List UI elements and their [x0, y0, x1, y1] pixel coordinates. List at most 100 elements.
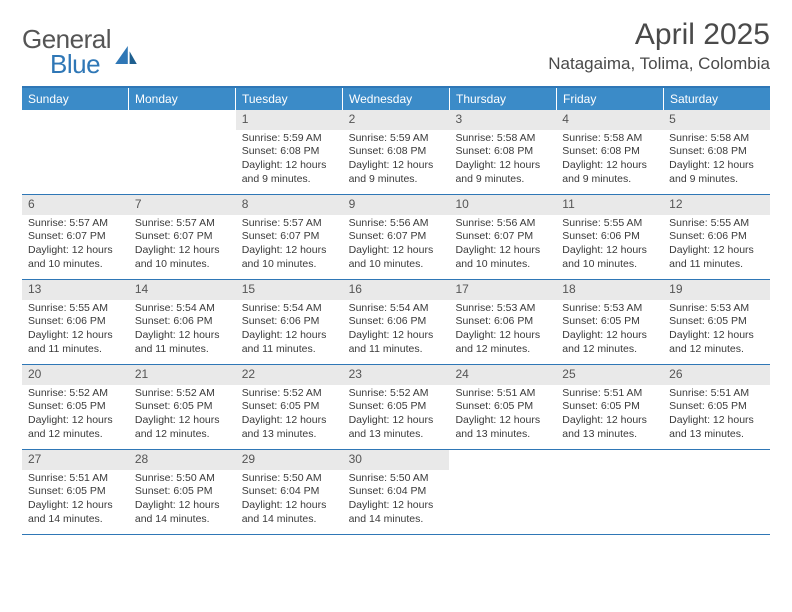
header: General Blue April 2025 Natagaima, Tolim…	[22, 18, 770, 80]
day-cell: 18Sunrise: 5:53 AMSunset: 6:05 PMDayligh…	[556, 280, 663, 364]
day-number: 18	[556, 280, 663, 300]
day-number: 4	[556, 110, 663, 130]
day-number: 23	[343, 365, 450, 385]
daylight-line: Daylight: 12 hours and 14 minutes.	[242, 499, 337, 526]
sunset-line: Sunset: 6:05 PM	[455, 400, 550, 414]
day-body: Sunrise: 5:55 AMSunset: 6:06 PMDaylight:…	[22, 300, 129, 361]
daylight-line: Daylight: 12 hours and 13 minutes.	[242, 414, 337, 441]
daylight-line: Daylight: 12 hours and 12 minutes.	[669, 329, 764, 356]
day-cell: 14Sunrise: 5:54 AMSunset: 6:06 PMDayligh…	[129, 280, 236, 364]
sunrise-line: Sunrise: 5:50 AM	[242, 472, 337, 486]
day-number: 29	[236, 450, 343, 470]
day-cell: 3Sunrise: 5:58 AMSunset: 6:08 PMDaylight…	[449, 110, 556, 194]
daylight-line: Daylight: 12 hours and 10 minutes.	[349, 244, 444, 271]
day-number: 1	[236, 110, 343, 130]
title-block: April 2025 Natagaima, Tolima, Colombia	[548, 18, 770, 74]
empty-cell	[663, 450, 770, 534]
day-body: Sunrise: 5:54 AMSunset: 6:06 PMDaylight:…	[129, 300, 236, 361]
daylight-line: Daylight: 12 hours and 13 minutes.	[669, 414, 764, 441]
day-number: 25	[556, 365, 663, 385]
day-cell: 17Sunrise: 5:53 AMSunset: 6:06 PMDayligh…	[449, 280, 556, 364]
day-cell: 28Sunrise: 5:50 AMSunset: 6:05 PMDayligh…	[129, 450, 236, 534]
day-cell: 24Sunrise: 5:51 AMSunset: 6:05 PMDayligh…	[449, 365, 556, 449]
sunrise-line: Sunrise: 5:57 AM	[242, 217, 337, 231]
weekday-header: Monday	[129, 88, 236, 110]
sunrise-line: Sunrise: 5:51 AM	[669, 387, 764, 401]
day-body: Sunrise: 5:51 AMSunset: 6:05 PMDaylight:…	[22, 470, 129, 531]
daylight-line: Daylight: 12 hours and 9 minutes.	[242, 159, 337, 186]
day-body: Sunrise: 5:55 AMSunset: 6:06 PMDaylight:…	[556, 215, 663, 276]
sunset-line: Sunset: 6:06 PM	[669, 230, 764, 244]
sunset-line: Sunset: 6:05 PM	[135, 485, 230, 499]
empty-cell	[22, 110, 129, 194]
sunset-line: Sunset: 6:05 PM	[562, 315, 657, 329]
sunset-line: Sunset: 6:05 PM	[28, 485, 123, 499]
day-cell: 15Sunrise: 5:54 AMSunset: 6:06 PMDayligh…	[236, 280, 343, 364]
week-row: 20Sunrise: 5:52 AMSunset: 6:05 PMDayligh…	[22, 365, 770, 450]
sunrise-line: Sunrise: 5:51 AM	[562, 387, 657, 401]
sunrise-line: Sunrise: 5:54 AM	[349, 302, 444, 316]
daylight-line: Daylight: 12 hours and 13 minutes.	[562, 414, 657, 441]
calendar: SundayMondayTuesdayWednesdayThursdayFrid…	[22, 86, 770, 535]
empty-cell	[129, 110, 236, 194]
day-number: 24	[449, 365, 556, 385]
sunset-line: Sunset: 6:04 PM	[242, 485, 337, 499]
day-body: Sunrise: 5:56 AMSunset: 6:07 PMDaylight:…	[343, 215, 450, 276]
day-cell: 4Sunrise: 5:58 AMSunset: 6:08 PMDaylight…	[556, 110, 663, 194]
day-cell: 5Sunrise: 5:58 AMSunset: 6:08 PMDaylight…	[663, 110, 770, 194]
sunrise-line: Sunrise: 5:58 AM	[562, 132, 657, 146]
day-body: Sunrise: 5:59 AMSunset: 6:08 PMDaylight:…	[343, 130, 450, 191]
sunrise-line: Sunrise: 5:59 AM	[242, 132, 337, 146]
sunset-line: Sunset: 6:07 PM	[455, 230, 550, 244]
day-body: Sunrise: 5:51 AMSunset: 6:05 PMDaylight:…	[663, 385, 770, 446]
day-body: Sunrise: 5:51 AMSunset: 6:05 PMDaylight:…	[449, 385, 556, 446]
sunset-line: Sunset: 6:07 PM	[242, 230, 337, 244]
day-number: 26	[663, 365, 770, 385]
day-body: Sunrise: 5:52 AMSunset: 6:05 PMDaylight:…	[343, 385, 450, 446]
day-body: Sunrise: 5:54 AMSunset: 6:06 PMDaylight:…	[343, 300, 450, 361]
day-body: Sunrise: 5:59 AMSunset: 6:08 PMDaylight:…	[236, 130, 343, 191]
brand-blue: Blue	[50, 49, 111, 80]
sunset-line: Sunset: 6:07 PM	[28, 230, 123, 244]
brand-logo: General Blue	[22, 18, 137, 80]
sunset-line: Sunset: 6:05 PM	[669, 315, 764, 329]
sunset-line: Sunset: 6:05 PM	[135, 400, 230, 414]
day-cell: 19Sunrise: 5:53 AMSunset: 6:05 PMDayligh…	[663, 280, 770, 364]
daylight-line: Daylight: 12 hours and 11 minutes.	[242, 329, 337, 356]
day-cell: 20Sunrise: 5:52 AMSunset: 6:05 PMDayligh…	[22, 365, 129, 449]
daylight-line: Daylight: 12 hours and 12 minutes.	[455, 329, 550, 356]
sunrise-line: Sunrise: 5:58 AM	[455, 132, 550, 146]
day-cell: 30Sunrise: 5:50 AMSunset: 6:04 PMDayligh…	[343, 450, 450, 534]
day-number: 19	[663, 280, 770, 300]
day-number: 9	[343, 195, 450, 215]
weekday-header: Thursday	[450, 88, 557, 110]
sunrise-line: Sunrise: 5:58 AM	[669, 132, 764, 146]
sunset-line: Sunset: 6:05 PM	[349, 400, 444, 414]
day-cell: 12Sunrise: 5:55 AMSunset: 6:06 PMDayligh…	[663, 195, 770, 279]
sunset-line: Sunset: 6:06 PM	[28, 315, 123, 329]
daylight-line: Daylight: 12 hours and 11 minutes.	[28, 329, 123, 356]
daylight-line: Daylight: 12 hours and 14 minutes.	[135, 499, 230, 526]
sunset-line: Sunset: 6:08 PM	[562, 145, 657, 159]
day-cell: 7Sunrise: 5:57 AMSunset: 6:07 PMDaylight…	[129, 195, 236, 279]
day-number: 6	[22, 195, 129, 215]
sunrise-line: Sunrise: 5:56 AM	[455, 217, 550, 231]
day-body: Sunrise: 5:57 AMSunset: 6:07 PMDaylight:…	[22, 215, 129, 276]
sail-icon	[115, 46, 137, 64]
daylight-line: Daylight: 12 hours and 13 minutes.	[455, 414, 550, 441]
weekday-header: Friday	[557, 88, 664, 110]
day-cell: 10Sunrise: 5:56 AMSunset: 6:07 PMDayligh…	[449, 195, 556, 279]
day-number: 21	[129, 365, 236, 385]
day-body: Sunrise: 5:53 AMSunset: 6:06 PMDaylight:…	[449, 300, 556, 361]
day-cell: 8Sunrise: 5:57 AMSunset: 6:07 PMDaylight…	[236, 195, 343, 279]
daylight-line: Daylight: 12 hours and 14 minutes.	[349, 499, 444, 526]
sunrise-line: Sunrise: 5:57 AM	[28, 217, 123, 231]
day-number: 7	[129, 195, 236, 215]
day-number: 30	[343, 450, 450, 470]
daylight-line: Daylight: 12 hours and 10 minutes.	[28, 244, 123, 271]
day-body: Sunrise: 5:50 AMSunset: 6:04 PMDaylight:…	[236, 470, 343, 531]
daylight-line: Daylight: 12 hours and 11 minutes.	[135, 329, 230, 356]
empty-cell	[556, 450, 663, 534]
sunset-line: Sunset: 6:05 PM	[28, 400, 123, 414]
daylight-line: Daylight: 12 hours and 12 minutes.	[562, 329, 657, 356]
